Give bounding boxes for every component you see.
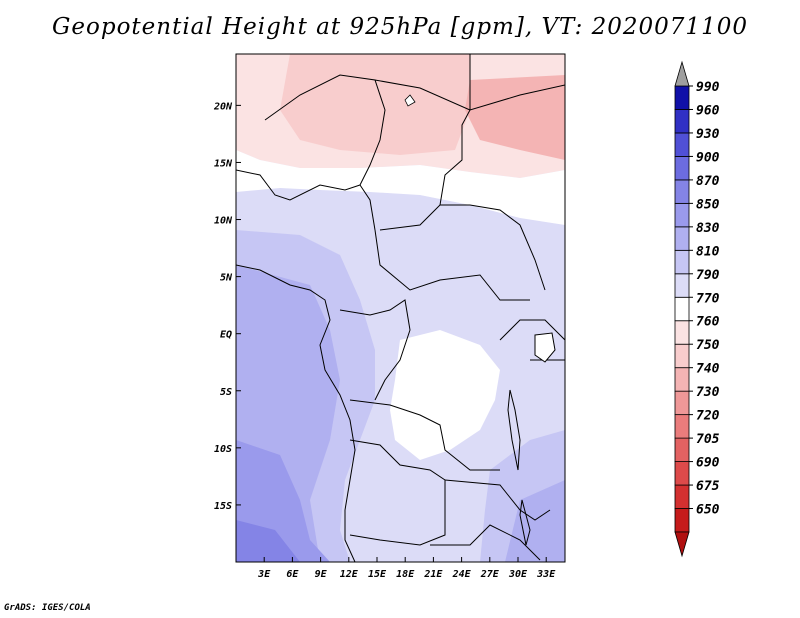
coastline bbox=[236, 264, 356, 562]
lake-tanganyika bbox=[507, 389, 521, 471]
colorbar-segment bbox=[674, 414, 690, 439]
colorbar-label: 850 bbox=[696, 197, 720, 212]
field-nw-pale bbox=[236, 54, 290, 120]
colorbar-segment bbox=[674, 226, 690, 251]
colorbar-label: 740 bbox=[696, 362, 720, 377]
colorbar-segment bbox=[674, 109, 690, 134]
colorbar-segment bbox=[674, 156, 690, 181]
colorbar-segment bbox=[674, 85, 690, 110]
x-tick-label: 18E bbox=[396, 569, 415, 580]
colorbar-label: 705 bbox=[696, 432, 720, 447]
colorbar-segment bbox=[674, 273, 690, 298]
x-tick-label: 9E bbox=[315, 569, 328, 580]
colorbar-segment bbox=[674, 367, 690, 392]
colorbar-segment bbox=[674, 508, 690, 533]
lake-victoria bbox=[534, 332, 556, 363]
colorbar-segment bbox=[674, 461, 690, 486]
x-tick-label: 6E bbox=[286, 569, 299, 580]
x-tick-label: 27E bbox=[480, 569, 500, 580]
map-frame bbox=[235, 53, 566, 563]
y-tick-label: 5S bbox=[220, 387, 232, 398]
colorbar-segment bbox=[674, 249, 690, 275]
country-borders bbox=[236, 54, 565, 561]
colorbar-label: 650 bbox=[696, 503, 720, 518]
colorbar-segment bbox=[674, 202, 690, 228]
colorbar-segment bbox=[674, 437, 690, 462]
colorbar-label: 750 bbox=[696, 338, 720, 353]
colorbar-segment bbox=[674, 320, 690, 345]
y-tick-label: 10S bbox=[214, 444, 232, 455]
field-basin-white bbox=[390, 330, 500, 460]
y-tick-label: 20N bbox=[213, 101, 233, 112]
colorbar-label: 870 bbox=[696, 174, 720, 189]
field-east-pink bbox=[465, 75, 565, 160]
colorbar-label: 730 bbox=[696, 385, 720, 400]
colorbar: 990 960 930 900 870 850 830 810 790 770 760 750 740 7… bbox=[674, 60, 720, 558]
x-tick-label: 33E bbox=[536, 569, 556, 580]
y-tick-label: EQ bbox=[220, 330, 232, 341]
y-tick-label: 5N bbox=[220, 273, 233, 284]
colorbar-label: 770 bbox=[696, 291, 720, 306]
colorbar-label: 990 bbox=[696, 80, 720, 95]
field-far-sw-blue bbox=[236, 520, 300, 562]
y-axis-ticks: 20N 15N 10N 5N EQ 5S 10S 15S bbox=[213, 101, 241, 512]
colorbar-segment bbox=[674, 343, 690, 369]
x-tick-label: 21E bbox=[423, 569, 443, 580]
colorbar-segment bbox=[674, 179, 690, 204]
colorbar-label: 690 bbox=[696, 456, 720, 471]
field-sahel-white bbox=[236, 150, 565, 225]
x-tick-label: 12E bbox=[340, 569, 359, 580]
y-tick-label: 15N bbox=[214, 158, 233, 169]
colorbar-top-arrow bbox=[674, 60, 690, 87]
colorbar-bottom-arrow bbox=[674, 531, 690, 558]
x-tick-label: 24E bbox=[452, 569, 472, 580]
colorbar-label: 930 bbox=[696, 127, 720, 142]
y-tick-label: 15S bbox=[214, 501, 232, 512]
lake-malawi bbox=[519, 499, 531, 546]
map-field bbox=[236, 54, 565, 562]
colorbar-segment bbox=[674, 484, 690, 509]
field-sahara-pink bbox=[280, 54, 470, 155]
colorbar-label: 760 bbox=[696, 315, 720, 330]
colorbar-segment bbox=[674, 132, 690, 157]
colorbar-label: 720 bbox=[696, 409, 720, 424]
lake-chad bbox=[404, 94, 416, 107]
colorbar-label: 675 bbox=[696, 479, 720, 494]
x-tick-label: 30E bbox=[508, 569, 528, 580]
grads-credit: GrADS: IGES/COLA bbox=[4, 603, 91, 613]
y-tick-label: 10N bbox=[214, 216, 233, 227]
field-se-darker bbox=[505, 480, 565, 562]
colorbar-label: 790 bbox=[696, 268, 720, 283]
colorbar-segment bbox=[674, 390, 690, 416]
colorbar-label: 810 bbox=[696, 244, 720, 259]
colorbar-label: 830 bbox=[696, 221, 720, 236]
colorbar-label: 900 bbox=[696, 150, 720, 165]
x-axis-ticks: 3E 6E 9E 12E 15E 18E 21E 24E 27E 30E 33E bbox=[257, 557, 556, 580]
x-tick-label: 3E bbox=[257, 569, 271, 580]
x-tick-label: 15E bbox=[368, 569, 387, 580]
colorbar-label: 960 bbox=[696, 103, 720, 118]
colorbar-segment bbox=[674, 296, 690, 322]
chart-title: Geopotential Height at 925hPa [gpm], VT:… bbox=[52, 14, 748, 40]
